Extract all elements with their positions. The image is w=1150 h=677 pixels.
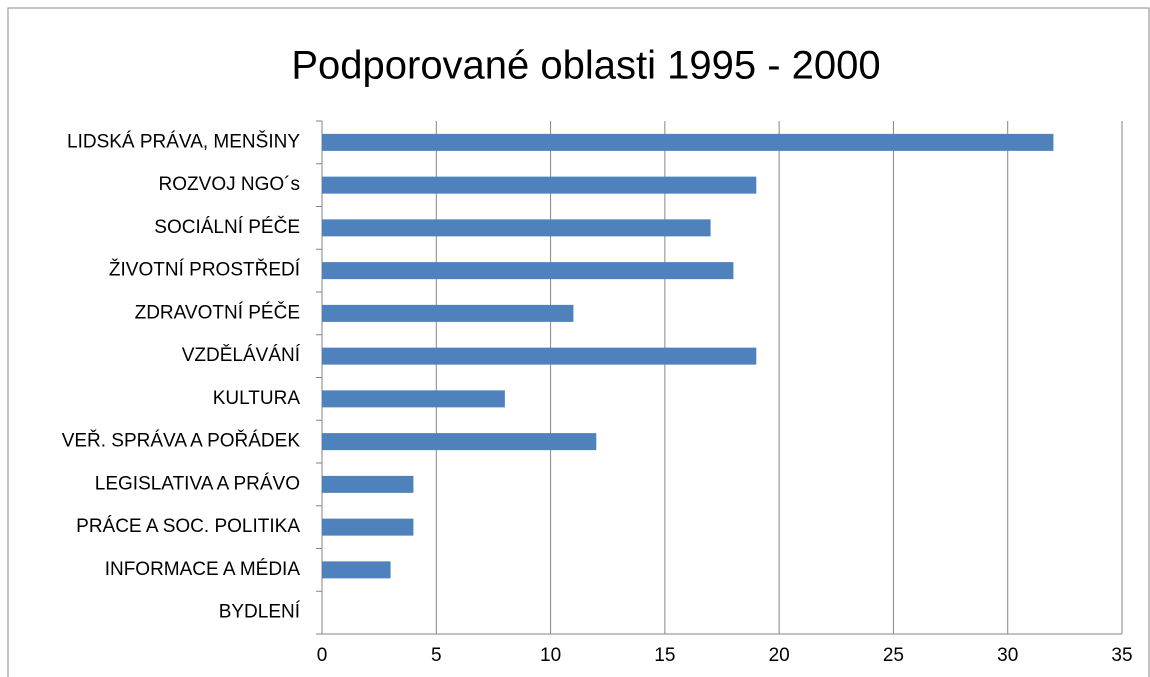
bar: [322, 347, 757, 365]
chart-frame: [7, 7, 1150, 677]
x-tick-label: 0: [317, 645, 328, 666]
bar: [322, 304, 574, 322]
x-tick-label: 5: [431, 645, 442, 666]
y-tick-label: BYDLENÍ: [219, 602, 301, 623]
bar: [322, 219, 711, 237]
x-tick-label: 20: [769, 645, 790, 666]
bar: [322, 475, 414, 493]
y-tick-label: SOCIÁLNÍ PÉČE: [154, 216, 300, 238]
y-tick-label: KULTURA: [213, 388, 301, 409]
x-tick-label: 25: [883, 645, 904, 666]
bar: [322, 176, 757, 194]
bar: [322, 518, 414, 536]
y-tick-label: ŽIVOTNÍ PROSTŘEDÍ: [109, 259, 301, 281]
y-tick-label: ROZVOJ NGO´s: [159, 174, 300, 195]
chart-title: Podporované oblasti 1995 - 2000: [291, 44, 880, 88]
y-tick-label: ZDRAVOTNÍ PÉČE: [135, 301, 300, 323]
bar: [322, 561, 391, 579]
x-tick-label: 10: [540, 645, 561, 666]
bar: [322, 433, 597, 451]
y-tick-label: PRÁCE A SOC. POLITIKA: [76, 516, 300, 537]
x-tick-label: 30: [997, 645, 1018, 666]
x-tick-label: 35: [1111, 645, 1132, 666]
y-tick-label: VZDĚLÁVÁNÍ: [182, 344, 301, 366]
bar: [322, 133, 1054, 151]
y-tick-label: VEŘ. SPRÁVA A POŘÁDEK: [62, 430, 301, 452]
bar: [322, 262, 734, 280]
x-tick-label: 15: [654, 645, 675, 666]
bar: [322, 390, 505, 408]
y-tick-label: LEGISLATIVA A PRÁVO: [95, 473, 300, 494]
y-tick-label: INFORMACE A MÉDIA: [105, 559, 301, 580]
y-tick-label: LIDSKÁ PRÁVA, MENŠINY: [67, 130, 300, 152]
